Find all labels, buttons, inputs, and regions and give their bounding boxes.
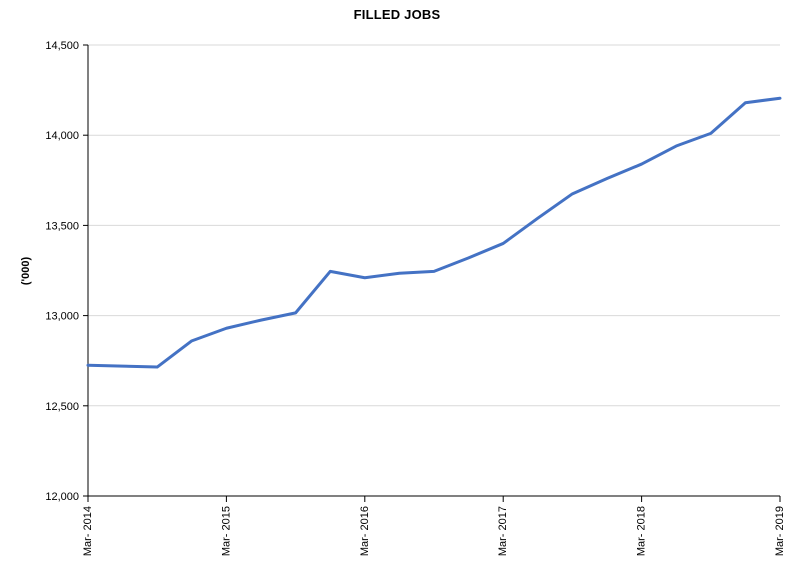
y-tick-label: 12,000 [45, 491, 79, 503]
y-tick-label: 14,500 [45, 40, 79, 52]
y-tick-label: 14,000 [45, 130, 79, 142]
y-tick-label: 12,500 [45, 401, 79, 413]
x-tick-label: Mar- 2019 [774, 506, 786, 556]
filled-jobs-series-line [86, 96, 782, 369]
x-tick-label: Mar- 2018 [636, 506, 648, 556]
x-tick-label: Mar- 2017 [497, 506, 509, 556]
y-tick-label: 13,500 [45, 220, 79, 232]
y-tick-label: 13,000 [45, 311, 79, 323]
x-tick-label: Mar- 2015 [220, 506, 232, 556]
x-tick-label: Mar- 2016 [359, 506, 371, 556]
chart-title: FILLED JOBS [353, 7, 441, 22]
x-tick-label: Mar- 2014 [82, 506, 94, 556]
